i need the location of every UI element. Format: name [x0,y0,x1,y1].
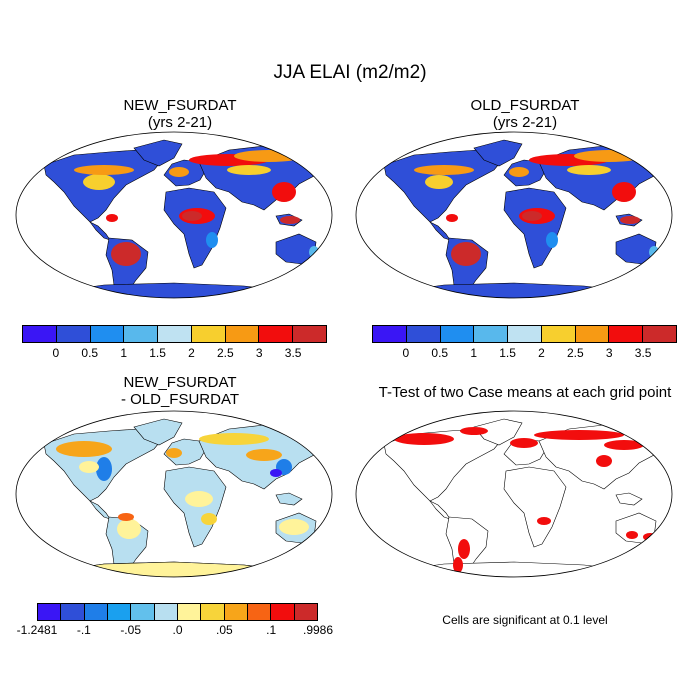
colorbar-difference-swatch [177,604,202,620]
colorbar-difference-swatch [131,604,155,620]
colorbar-old-tick-label: 2.5 [566,346,584,360]
panel-new-title: NEW_FSURDAT (yrs 2-21) [60,97,300,131]
colorbar-difference-swatch [107,604,132,620]
colorbar-new-tick-label: 3 [255,346,263,360]
ttest-note: Cells are significant at 0.1 level [442,613,608,627]
difference-regions [33,433,315,577]
colorbar-new-swatch [293,326,327,342]
colorbar-difference [37,603,318,621]
colorbar-new-swatch [56,326,91,342]
colorbar-old-tick-label: 1.5 [499,346,516,360]
map-ttest [355,410,673,578]
colorbar-new-tick-label: 1 [120,346,127,360]
colorbar-difference-swatch [224,604,248,620]
colorbar-difference-swatch [84,604,108,620]
colorbar-old-labels: 0 0.5 1 1.5 2 2.5 3 3.5 [372,346,677,362]
colorbar-difference-tick-label: .05 [215,623,233,637]
colorbar-new-swatch [90,326,125,342]
colorbar-new-swatch [158,326,192,342]
new-high-lai-regions [74,150,319,266]
colorbar-new-swatch [23,326,57,342]
colorbar-old-swatch [575,326,610,342]
colorbar-old-swatch [609,326,644,342]
colorbar-old [372,325,677,343]
colorbar-old-tick-label: 0 [402,346,410,360]
colorbar-difference-labels: -1.2481 -.1 -.05 .0 .05 .1 .9986 [17,623,333,639]
colorbar-new-labels: 0 0.5 1 1.5 2 2.5 3 3.5 [22,346,327,362]
colorbar-old-swatch [440,326,475,342]
colorbar-difference-swatch [61,604,85,620]
panel-diff-title-line1: NEW_FSURDAT [123,374,237,391]
colorbar-old-swatch [541,326,576,342]
figure-title: JJA ELAI (m2/m2) [273,62,427,83]
colorbar-difference-swatch [38,604,62,620]
colorbar-new [22,325,327,343]
colorbar-new-tick-label: 3.5 [284,346,302,360]
colorbar-old-swatch [474,326,509,342]
colorbar-new-tick-label: 0 [52,346,60,360]
colorbar-old-swatch [373,326,407,342]
map-difference [15,410,333,578]
colorbar-difference-tick-label: -.05 [120,623,141,637]
map-new-fsurdat [15,131,333,299]
panel-old-title-line2: (yrs 2-21) [492,114,558,131]
colorbar-new-tick-label: 1.5 [149,346,166,360]
colorbar-new-swatch [259,326,294,342]
colorbar-difference-swatch [154,604,178,620]
significant-cells [394,427,657,573]
panel-diff-title: NEW_FSURDAT - OLD_FSURDAT [60,374,300,408]
colorbar-difference-swatch [247,604,272,620]
panel-ttest-title: T-Test of two Case means at each grid po… [378,384,672,401]
colorbar-difference-tick-label: .9986 [302,623,334,637]
colorbar-difference-swatch [201,604,225,620]
colorbar-old-tick-label: 3 [605,346,613,360]
map-old-fsurdat [355,131,673,299]
colorbar-old-swatch [643,326,677,342]
colorbar-difference-tick-label: .1 [266,623,277,637]
colorbar-old-tick-label: 2 [538,346,545,360]
panel-old-title: OLD_FSURDAT (yrs 2-21) [405,97,645,131]
colorbar-difference-tick-label: -.1 [76,623,91,637]
colorbar-difference-swatch [271,604,295,620]
colorbar-old-tick-label: 1 [470,346,477,360]
old-high-lai-regions [414,150,659,266]
colorbar-difference-swatch [294,604,317,620]
colorbar-new-swatch [225,326,260,342]
colorbar-difference-tick-label: -1.2481 [16,623,58,637]
colorbar-new-swatch [191,326,226,342]
panel-diff-title-line2: - OLD_FSURDAT [120,391,240,408]
colorbar-new-tick-label: 0.5 [81,346,99,360]
colorbar-difference-tick-label: .0 [172,623,183,637]
colorbar-new-swatch [124,326,159,342]
colorbar-old-swatch [406,326,441,342]
colorbar-new-tick-label: 2.5 [216,346,234,360]
panel-old-title-line1: OLD_FSURDAT [470,97,580,114]
colorbar-old-swatch [508,326,542,342]
panel-new-title-line1: NEW_FSURDAT [123,97,237,114]
panel-new-title-line2: (yrs 2-21) [147,114,213,131]
colorbar-new-tick-label: 2 [188,346,195,360]
colorbar-old-tick-label: 3.5 [634,346,652,360]
colorbar-old-tick-label: 0.5 [431,346,449,360]
